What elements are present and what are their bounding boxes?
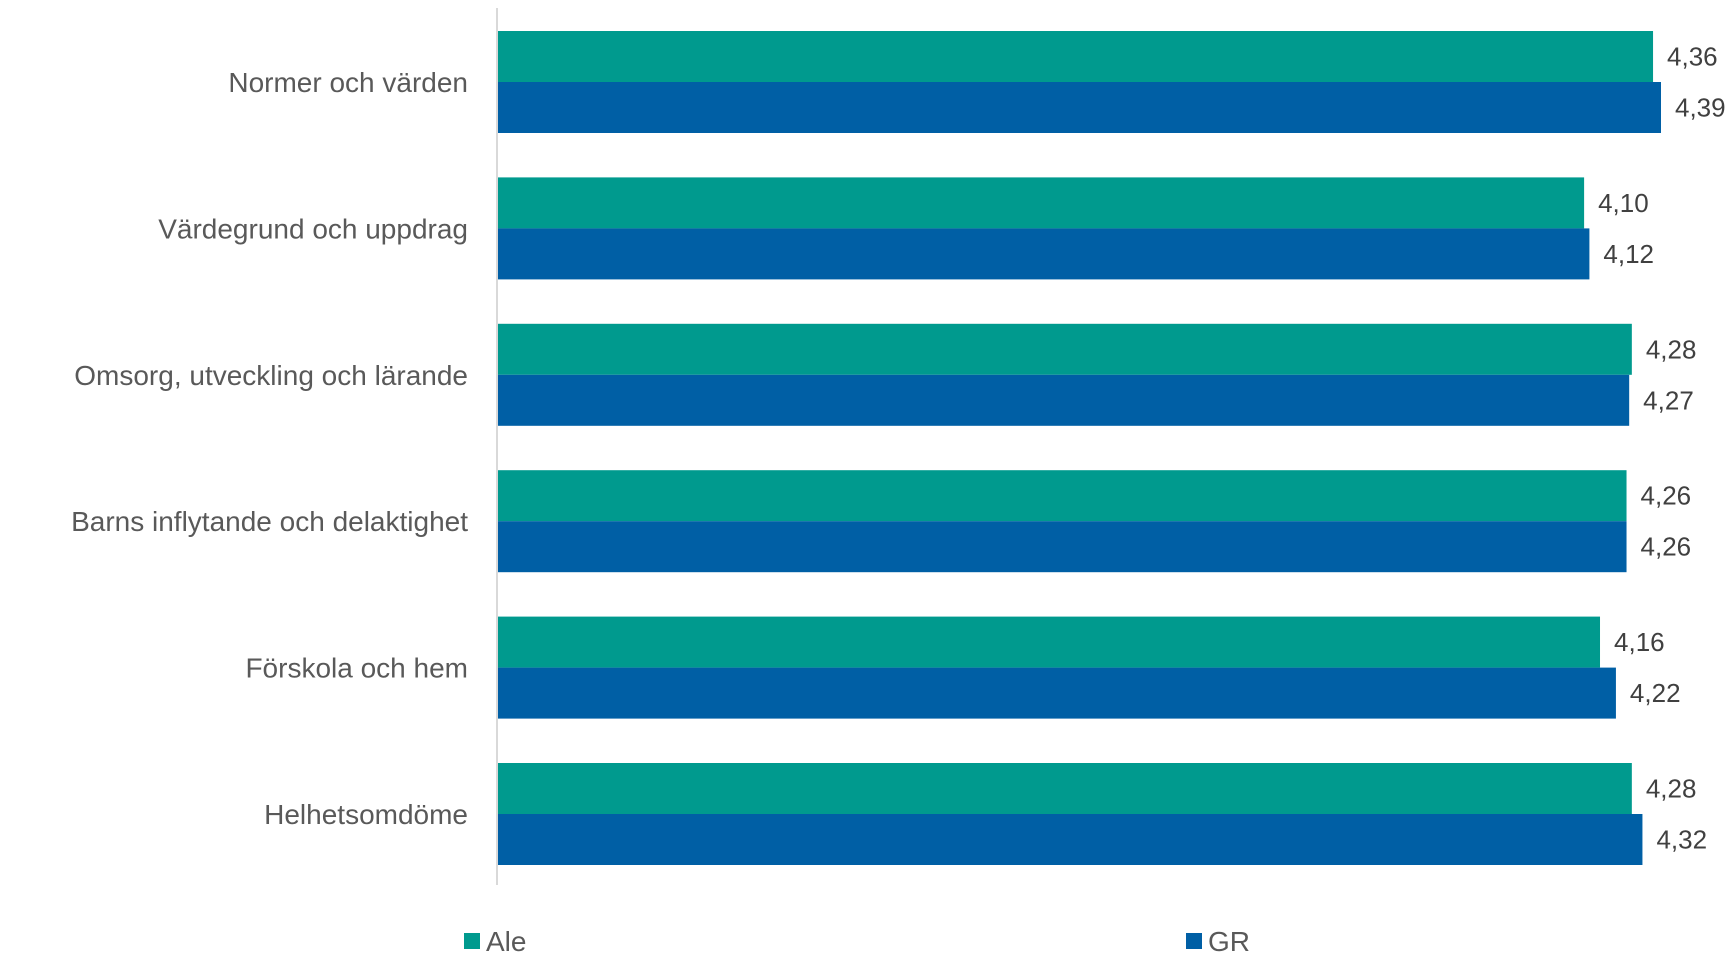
category-label: Förskola och hem bbox=[245, 653, 468, 684]
value-label: 4,26 bbox=[1641, 532, 1692, 562]
category-labels: Normer och värden Värdegrund och uppdrag O… bbox=[71, 67, 468, 830]
value-label: 4,39 bbox=[1675, 93, 1726, 123]
legend-label-ale: Ale bbox=[486, 926, 526, 953]
bars-layer bbox=[497, 31, 1661, 865]
category-label: Värdegrund och uppdrag bbox=[158, 213, 468, 244]
value-label: 4,10 bbox=[1598, 188, 1649, 218]
category-label: Barns inflytande och delaktighet bbox=[71, 506, 468, 537]
value-label: 4,27 bbox=[1643, 385, 1694, 415]
bar-gr bbox=[497, 814, 1643, 865]
category-label: Omsorg, utveckling och lärande bbox=[74, 360, 468, 391]
bar-gr bbox=[497, 374, 1630, 426]
value-label: 4,28 bbox=[1646, 334, 1697, 364]
bar-ale bbox=[497, 31, 1654, 82]
value-label: 4,28 bbox=[1646, 774, 1697, 804]
bar-gr bbox=[497, 521, 1627, 573]
bar-gr bbox=[497, 667, 1616, 719]
bar-ale bbox=[497, 323, 1632, 375]
legend-swatch-gr bbox=[1186, 933, 1202, 949]
bar-gr bbox=[497, 82, 1661, 133]
legend: Ale GR bbox=[464, 926, 1250, 953]
value-label: 4,26 bbox=[1641, 481, 1692, 511]
value-label: 4,12 bbox=[1603, 239, 1654, 269]
bar-ale bbox=[497, 616, 1601, 668]
bar-ale bbox=[497, 177, 1585, 229]
legend-label-gr: GR bbox=[1208, 926, 1250, 953]
value-label: 4,22 bbox=[1630, 678, 1681, 708]
category-label: Helhetsomdöme bbox=[264, 799, 468, 830]
bar-gr bbox=[497, 228, 1590, 280]
bar-ale bbox=[497, 763, 1632, 814]
value-labels: 4,36 4,39 4,10 4,12 4,28 4,27 4,26 4,26 4,16 4,22… bbox=[1598, 42, 1726, 855]
bar-ale bbox=[497, 470, 1627, 522]
value-label: 4,16 bbox=[1614, 627, 1665, 657]
category-label: Normer och värden bbox=[228, 67, 468, 98]
legend-swatch-ale bbox=[464, 933, 480, 949]
value-label: 4,32 bbox=[1656, 825, 1707, 855]
value-label: 4,36 bbox=[1667, 42, 1718, 72]
